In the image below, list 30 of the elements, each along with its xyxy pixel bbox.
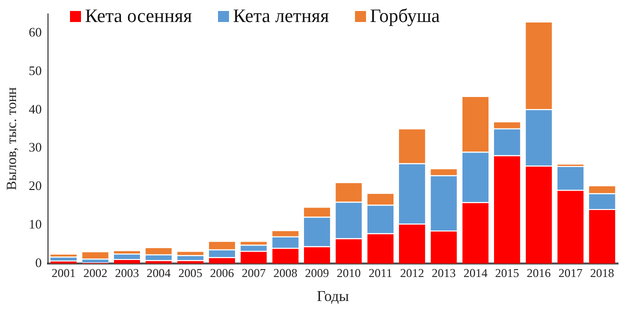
x-tick-label: 2012 — [400, 266, 424, 280]
x-tick-label: 2007 — [242, 266, 266, 280]
y-tick-label: 50 — [28, 62, 42, 78]
x-tick-label: 2003 — [114, 266, 139, 280]
x-tick-label: 2005 — [178, 266, 202, 280]
y-tick-label: 40 — [28, 101, 42, 116]
y-tick-label: 60 — [28, 24, 42, 40]
x-tick-label: 2011 — [368, 266, 392, 280]
x-tick-label: 2009 — [305, 266, 330, 280]
x-tick-label: 2018 — [590, 266, 614, 280]
x-tick-label: 2016 — [526, 266, 551, 280]
x-tick-label: 2008 — [273, 266, 298, 280]
legend-label: Кета осенняя — [84, 6, 192, 28]
x-tick-label: 2014 — [463, 266, 488, 280]
legend-label: Кета летняя — [232, 6, 329, 28]
y-axis-title: Вылов, тыс. тонн — [5, 86, 20, 190]
x-tick-label: 2001 — [52, 266, 76, 280]
y-tick-label: 10 — [28, 216, 42, 232]
x-tick-label: 2013 — [432, 266, 456, 280]
x-tick-label: 2002 — [83, 266, 108, 280]
y-tick-label: 30 — [28, 140, 42, 155]
legend-label: Горбуша — [368, 6, 440, 28]
y-tick-label: 0 — [35, 255, 42, 270]
x-tick-label: 2015 — [495, 266, 520, 280]
x-tick-label: 2004 — [146, 266, 171, 280]
x-axis-title: Годы — [316, 288, 349, 305]
x-tick-label: 2006 — [210, 266, 234, 280]
x-tick-label: 2010 — [336, 266, 361, 280]
x-tick-label: 2017 — [558, 266, 582, 280]
y-tick-label: 20 — [28, 178, 42, 194]
